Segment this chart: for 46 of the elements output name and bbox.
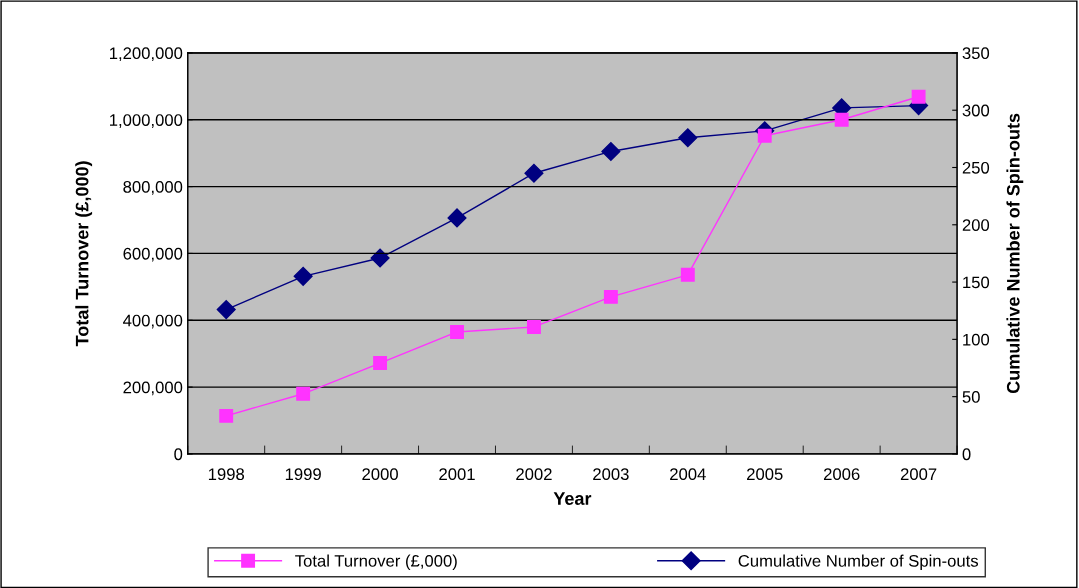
x-tick-label: 2003 bbox=[593, 468, 629, 481]
point bbox=[447, 208, 467, 228]
x-tick-label: 1998 bbox=[208, 468, 245, 481]
x-tick-label: 1999 bbox=[285, 468, 321, 481]
x-tick-label: 2005 bbox=[747, 468, 783, 481]
y-tick-label: 400,000 bbox=[123, 314, 183, 329]
y2-tick-label: 0 bbox=[962, 448, 971, 461]
y-axis-title: Total Turnover (£,000) bbox=[75, 161, 93, 347]
point bbox=[680, 267, 695, 282]
point bbox=[601, 141, 621, 161]
x-axis-title: Year bbox=[553, 492, 592, 505]
point bbox=[757, 128, 772, 143]
y2-tick-label: 250 bbox=[962, 161, 990, 174]
y-tick-label: 800,000 bbox=[123, 180, 183, 195]
x-tick-label: 2000 bbox=[362, 468, 398, 481]
point bbox=[678, 128, 698, 148]
point bbox=[834, 112, 849, 127]
x-tick-label: 2001 bbox=[439, 468, 475, 481]
point bbox=[219, 408, 234, 423]
point bbox=[293, 266, 313, 286]
y2-tick-label: 200 bbox=[962, 219, 990, 231]
y-tick-label: 200,000 bbox=[123, 381, 183, 396]
x-tick-label: 2004 bbox=[670, 468, 706, 481]
point bbox=[450, 325, 464, 339]
x-tick-label: 2006 bbox=[823, 468, 860, 481]
point bbox=[524, 163, 544, 183]
y2-tick-label: 350 bbox=[962, 47, 990, 60]
y2-tick-label: 100 bbox=[963, 333, 990, 346]
legend-label: Total Turnover (£,000) bbox=[295, 554, 457, 571]
y2-tick-label: 50 bbox=[962, 391, 980, 403]
y2-axis-title: Cumulative Number of Spin-outs bbox=[1006, 113, 1024, 394]
point bbox=[296, 386, 311, 401]
point bbox=[603, 289, 618, 304]
y-tick-label: 1,000,000 bbox=[110, 114, 183, 128]
point bbox=[373, 356, 388, 370]
point bbox=[526, 320, 541, 334]
y2-tick-label: 300 bbox=[962, 104, 990, 117]
legend-label: Cumulative Number of Spin-outs bbox=[738, 554, 979, 571]
y-tick-label: 0 bbox=[174, 448, 183, 461]
x-tick-label: 2002 bbox=[516, 468, 552, 481]
y2-tick-label: 150 bbox=[963, 276, 990, 289]
y-tick-label: 1,200,000 bbox=[110, 47, 183, 62]
x-tick-label: 2007 bbox=[900, 468, 937, 481]
y-tick-label: 600,000 bbox=[123, 247, 183, 262]
point bbox=[216, 300, 236, 320]
point bbox=[911, 89, 926, 104]
